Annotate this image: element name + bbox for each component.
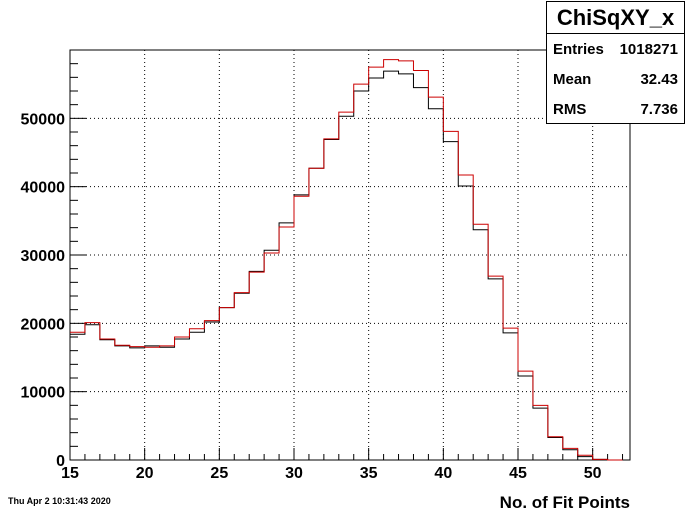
histogram-series [70, 59, 623, 461]
stats-value: 1018271 [619, 40, 678, 58]
stats-value: 32.43 [640, 70, 678, 88]
x-tick-label: 45 [509, 465, 527, 482]
axis-ticks [69, 49, 624, 461]
histogram-series-1 [70, 59, 623, 461]
stats-label: RMS [553, 100, 587, 118]
x-tick-label: 25 [210, 465, 228, 482]
stats-title: ChiSqXY_x [547, 2, 684, 34]
y-tick-label: 0 [56, 453, 65, 470]
y-tick-label: 50000 [21, 111, 66, 128]
footer-timestamp: Thu Apr 2 10:31:43 2020 [8, 496, 111, 506]
x-axis-label: No. of Fit Points [500, 493, 630, 512]
tick-labels: 15 20 25 30 35 40 45 50 0 10000 20000 30000 40000 500… [21, 111, 602, 482]
x-tick-label: 40 [434, 465, 452, 482]
stats-row-entries: Entries 1018271 [547, 34, 684, 64]
y-tick-label: 30000 [21, 248, 66, 265]
y-tick-label: 20000 [21, 316, 66, 333]
x-tick-label: 30 [285, 465, 303, 482]
x-tick-label: 50 [584, 465, 602, 482]
stats-label: Mean [553, 70, 592, 88]
y-tick-label: 40000 [21, 180, 66, 197]
x-tick-label: 35 [360, 465, 378, 482]
stats-row-rms: RMS 7.736 [547, 94, 684, 124]
histogram-series-0 [70, 70, 623, 461]
stats-value: 7.736 [640, 100, 678, 118]
stats-row-mean: Mean 32.43 [547, 64, 684, 94]
y-tick-label: 10000 [21, 385, 66, 402]
stats-box: ChiSqXY_x Entries 1018271 Mean 32.43 RMS… [546, 1, 685, 124]
x-tick-label: 15 [61, 465, 79, 482]
x-tick-label: 20 [136, 465, 154, 482]
stats-label: Entries [553, 40, 604, 58]
